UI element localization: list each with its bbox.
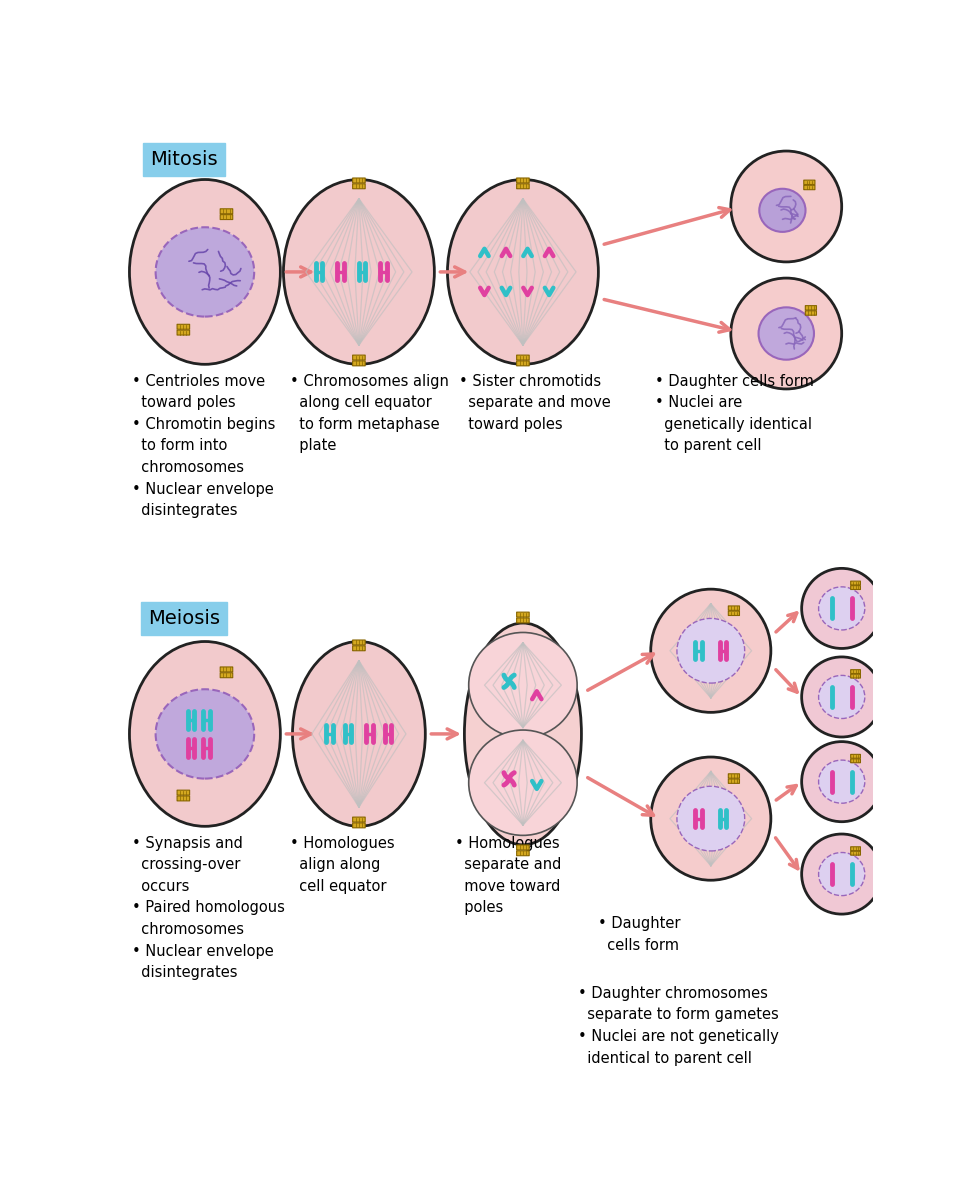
FancyBboxPatch shape: [177, 324, 190, 329]
Ellipse shape: [802, 741, 882, 822]
Ellipse shape: [469, 632, 577, 738]
FancyBboxPatch shape: [220, 215, 233, 220]
Ellipse shape: [677, 786, 744, 851]
Ellipse shape: [731, 278, 842, 388]
FancyBboxPatch shape: [220, 672, 233, 677]
FancyBboxPatch shape: [517, 845, 529, 849]
Ellipse shape: [651, 589, 771, 713]
FancyBboxPatch shape: [806, 305, 816, 310]
FancyBboxPatch shape: [352, 646, 365, 651]
Ellipse shape: [464, 623, 582, 845]
FancyBboxPatch shape: [177, 796, 190, 801]
FancyBboxPatch shape: [220, 666, 233, 672]
FancyBboxPatch shape: [517, 184, 529, 189]
Ellipse shape: [156, 227, 254, 316]
Ellipse shape: [129, 179, 280, 365]
FancyBboxPatch shape: [352, 817, 365, 822]
FancyBboxPatch shape: [850, 581, 860, 584]
FancyBboxPatch shape: [804, 181, 815, 184]
FancyBboxPatch shape: [850, 754, 860, 758]
FancyBboxPatch shape: [850, 675, 860, 678]
FancyBboxPatch shape: [850, 847, 860, 851]
Ellipse shape: [469, 731, 577, 835]
FancyBboxPatch shape: [220, 209, 233, 214]
FancyBboxPatch shape: [850, 586, 860, 589]
Ellipse shape: [802, 834, 882, 914]
Text: Meiosis: Meiosis: [148, 609, 220, 628]
FancyBboxPatch shape: [352, 640, 365, 645]
Text: • Centrioles move
  toward poles
• Chromotin begins
  to form into
  chromosomes: • Centrioles move toward poles • Chromot…: [131, 373, 275, 518]
Ellipse shape: [129, 642, 280, 827]
FancyBboxPatch shape: [352, 178, 365, 183]
FancyBboxPatch shape: [729, 611, 739, 615]
Text: • Daughter cells form
• Nuclei are
  genetically identical
  to parent cell: • Daughter cells form • Nuclei are genet…: [656, 373, 814, 454]
Text: • Chromosomes align
  along cell equator
  to form metaphase
  plate: • Chromosomes align along cell equator t…: [290, 373, 450, 454]
Text: • Synapsis and
  crossing-over
  occurs
• Paired homologous
  chromosomes
• Nucl: • Synapsis and crossing-over occurs • Pa…: [131, 835, 285, 980]
Ellipse shape: [818, 676, 865, 719]
FancyBboxPatch shape: [729, 606, 739, 611]
FancyBboxPatch shape: [517, 612, 529, 617]
Ellipse shape: [818, 853, 865, 896]
Ellipse shape: [293, 642, 425, 827]
FancyBboxPatch shape: [352, 355, 365, 360]
Ellipse shape: [731, 151, 842, 261]
FancyBboxPatch shape: [729, 773, 739, 778]
Ellipse shape: [156, 689, 254, 778]
FancyBboxPatch shape: [850, 852, 860, 855]
Ellipse shape: [802, 657, 882, 737]
FancyBboxPatch shape: [517, 361, 529, 366]
FancyBboxPatch shape: [806, 311, 816, 315]
Ellipse shape: [802, 568, 882, 649]
Text: • Daughter
  cells form: • Daughter cells form: [597, 916, 680, 953]
Ellipse shape: [651, 757, 771, 880]
Text: • Homologues
  separate and
  move toward
  poles: • Homologues separate and move toward po…: [455, 835, 561, 916]
FancyBboxPatch shape: [517, 851, 529, 855]
FancyBboxPatch shape: [177, 790, 190, 795]
Text: • Sister chromotids
  separate and move
  toward poles: • Sister chromotids separate and move to…: [459, 373, 611, 431]
FancyBboxPatch shape: [352, 823, 365, 828]
Ellipse shape: [818, 587, 865, 630]
Ellipse shape: [759, 308, 814, 360]
Text: • Homologues
  align along
  cell equator: • Homologues align along cell equator: [290, 835, 395, 893]
Ellipse shape: [677, 619, 744, 683]
FancyBboxPatch shape: [850, 670, 860, 674]
FancyBboxPatch shape: [352, 361, 365, 366]
FancyBboxPatch shape: [729, 779, 739, 783]
FancyBboxPatch shape: [517, 178, 529, 183]
FancyBboxPatch shape: [804, 185, 815, 190]
Ellipse shape: [759, 189, 806, 232]
Ellipse shape: [283, 179, 434, 365]
FancyBboxPatch shape: [850, 759, 860, 763]
FancyBboxPatch shape: [177, 330, 190, 335]
Ellipse shape: [818, 760, 865, 803]
Text: Mitosis: Mitosis: [150, 150, 218, 169]
FancyBboxPatch shape: [352, 184, 365, 189]
FancyBboxPatch shape: [517, 618, 529, 623]
FancyBboxPatch shape: [517, 355, 529, 360]
Text: • Daughter chromosomes
  separate to form gametes
• Nuclei are not genetically
 : • Daughter chromosomes separate to form …: [578, 986, 779, 1066]
Ellipse shape: [448, 179, 598, 365]
